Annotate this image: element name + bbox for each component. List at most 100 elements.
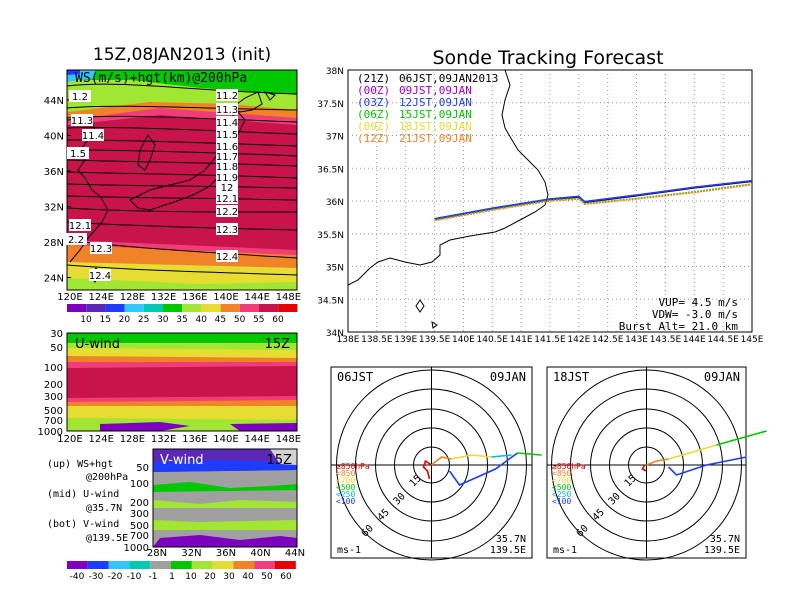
colorbar-swatch bbox=[105, 304, 125, 312]
track-lat-tick: 38N bbox=[326, 67, 344, 77]
polar-level-label: <700 bbox=[552, 476, 571, 485]
map-lat-tick: 28N bbox=[44, 238, 64, 249]
hgt-label-bg bbox=[65, 233, 87, 245]
hgt-label-right: 12.3 bbox=[216, 223, 238, 236]
v-wind-frame bbox=[152, 448, 298, 548]
v-pressure-tick: 200 bbox=[130, 498, 149, 509]
legend-line: (bot) V-wind bbox=[47, 519, 119, 530]
hgt-label-bg bbox=[216, 192, 238, 204]
colorbar-swatch bbox=[212, 561, 234, 569]
v-wind-lat-ticks: 28N 32N 36N 40N 44N bbox=[147, 548, 305, 559]
u-lon-tick: 128E bbox=[120, 434, 145, 445]
polar-date: 09JAN bbox=[490, 370, 526, 384]
hgt-label-right: 11.5 bbox=[216, 128, 238, 141]
colorbar-swatch bbox=[278, 304, 298, 312]
polar-lon: 139.5E bbox=[490, 545, 526, 556]
map-frame bbox=[66, 69, 298, 291]
track-legend: (21Z) 06JST,09JAN2013(00Z) 09JST,09JAN(03Z… bbox=[357, 72, 498, 145]
track-lon-tick: 143E bbox=[625, 335, 648, 345]
colorbar-swatch bbox=[233, 561, 255, 569]
colorbar-swatch bbox=[124, 304, 144, 312]
colorbar-swatch bbox=[239, 304, 259, 312]
u-pressure-tick: 50 bbox=[50, 343, 63, 354]
colorbar-swatch bbox=[182, 304, 202, 312]
hgt-label-text: 1.5 bbox=[70, 149, 86, 160]
hgt-label-text: 11.2 bbox=[216, 91, 238, 102]
u-lon-tick: 148E bbox=[276, 434, 301, 445]
colorbar-swatch bbox=[220, 304, 240, 312]
hgt-label-left: 1.5 bbox=[67, 147, 89, 160]
track-legend-time: 12JST,09JAN bbox=[399, 96, 472, 109]
polar-level-label: <250 bbox=[336, 490, 355, 499]
polar-time: 18JST bbox=[553, 370, 589, 384]
polar-level-label: ≥850hPa bbox=[552, 462, 586, 471]
hgt-label-right: 11.7 bbox=[216, 150, 238, 163]
map-lon-tick: 128E bbox=[120, 292, 145, 303]
colorbar-swatch bbox=[67, 561, 88, 569]
map-colorbar: 10 15 20 25 30 35 40 45 50 55 60 bbox=[67, 304, 298, 325]
colorbar-label: 30 bbox=[223, 572, 235, 582]
track-legend-item: (12Z) 21JST,09JAN bbox=[357, 132, 472, 145]
polar-lat: 35.7N bbox=[496, 534, 526, 545]
map-lat-tick: 32N bbox=[44, 203, 64, 214]
u-lon-tick: 124E bbox=[88, 434, 113, 445]
colorbar-label: -10 bbox=[127, 572, 142, 582]
u-pressure-tick: 300 bbox=[44, 392, 63, 403]
hgt-label-text: 11.3 bbox=[71, 116, 93, 127]
v-lat-tick: 44N bbox=[285, 548, 305, 559]
track-lat-tick: 34N bbox=[326, 329, 344, 339]
colorbar-label: 50 bbox=[261, 572, 273, 582]
map-hgt-labels-left: 1.2 11.3 11.4 1.5 12.1 2.2 12.3 12.4 bbox=[65, 90, 112, 282]
track-series-line bbox=[434, 179, 752, 220]
legend-line: @139.5E bbox=[86, 533, 128, 544]
u-lon-tick: 132E bbox=[151, 434, 176, 445]
colorbar-swatch bbox=[254, 561, 275, 569]
polar-track-segment bbox=[422, 459, 432, 480]
polar-lat: 35.7N bbox=[710, 534, 740, 545]
track-lon-tick: 143.5E bbox=[650, 335, 682, 345]
polar-level-label: <500 bbox=[552, 483, 571, 492]
hgt-label-bg bbox=[216, 140, 238, 152]
u-lon-tick: 136E bbox=[182, 434, 207, 445]
polar-date: 09JAN bbox=[704, 370, 740, 384]
track-legend-code: (09Z) bbox=[357, 120, 390, 133]
v-lat-tick: 40N bbox=[250, 548, 270, 559]
hgt-label-text: 11.3 bbox=[216, 105, 238, 116]
colorbar-swatch bbox=[171, 561, 192, 569]
map-title: 15Z,08JAN2013 (init) bbox=[93, 45, 271, 65]
colorbar-label: 10 bbox=[185, 572, 197, 582]
map-lon-tick: 140E bbox=[213, 292, 238, 303]
hgt-label-text: 12.4 bbox=[216, 252, 238, 263]
v-pressure-tick: 100 bbox=[130, 479, 149, 490]
v-lat-tick: 28N bbox=[147, 548, 167, 559]
legend-line: @200hPa bbox=[86, 472, 128, 483]
hgt-label-text: 11.8 bbox=[216, 162, 238, 173]
hgt-label-text: 12.3 bbox=[90, 244, 112, 255]
track-legend-item: (21Z) 06JST,09JAN2013 bbox=[357, 72, 498, 85]
hgt-label-bg bbox=[216, 128, 238, 140]
left-legend: (up) WS+hgt @200hPa (mid) U-wind @35.7N (bot… bbox=[47, 459, 128, 544]
u-pressure-tick: 1000 bbox=[38, 427, 63, 438]
colorbar-swatch bbox=[108, 561, 130, 569]
polar-track-segment bbox=[667, 456, 747, 476]
hgt-label-text: 11.4 bbox=[216, 118, 238, 129]
legend-line: (mid) U-wind bbox=[47, 489, 119, 500]
map-lat-tick: 24N bbox=[44, 274, 64, 285]
track-legend-time: 18JST,09JAN bbox=[399, 120, 472, 133]
track-legend-item: (09Z) 18JST,09JAN bbox=[357, 120, 472, 133]
track-lat-tick: 37N bbox=[326, 133, 344, 143]
track-lon-tick: 144.5E bbox=[707, 335, 739, 345]
map-lon-tick: 136E bbox=[182, 292, 207, 303]
hgt-label-right: 11.9 bbox=[216, 171, 238, 184]
track-lon-tick: 139.5E bbox=[419, 335, 451, 345]
polar-level-label: <850 bbox=[336, 469, 355, 478]
hgt-label-right: 12 bbox=[216, 181, 238, 194]
map-lat-tick: 36N bbox=[44, 167, 64, 178]
polar-level-label: ≥850hPa bbox=[336, 462, 370, 471]
u-wind-time: 15Z bbox=[265, 337, 291, 352]
u-lon-tick: 120E bbox=[57, 434, 82, 445]
hgt-label-text: 12.4 bbox=[89, 271, 111, 282]
